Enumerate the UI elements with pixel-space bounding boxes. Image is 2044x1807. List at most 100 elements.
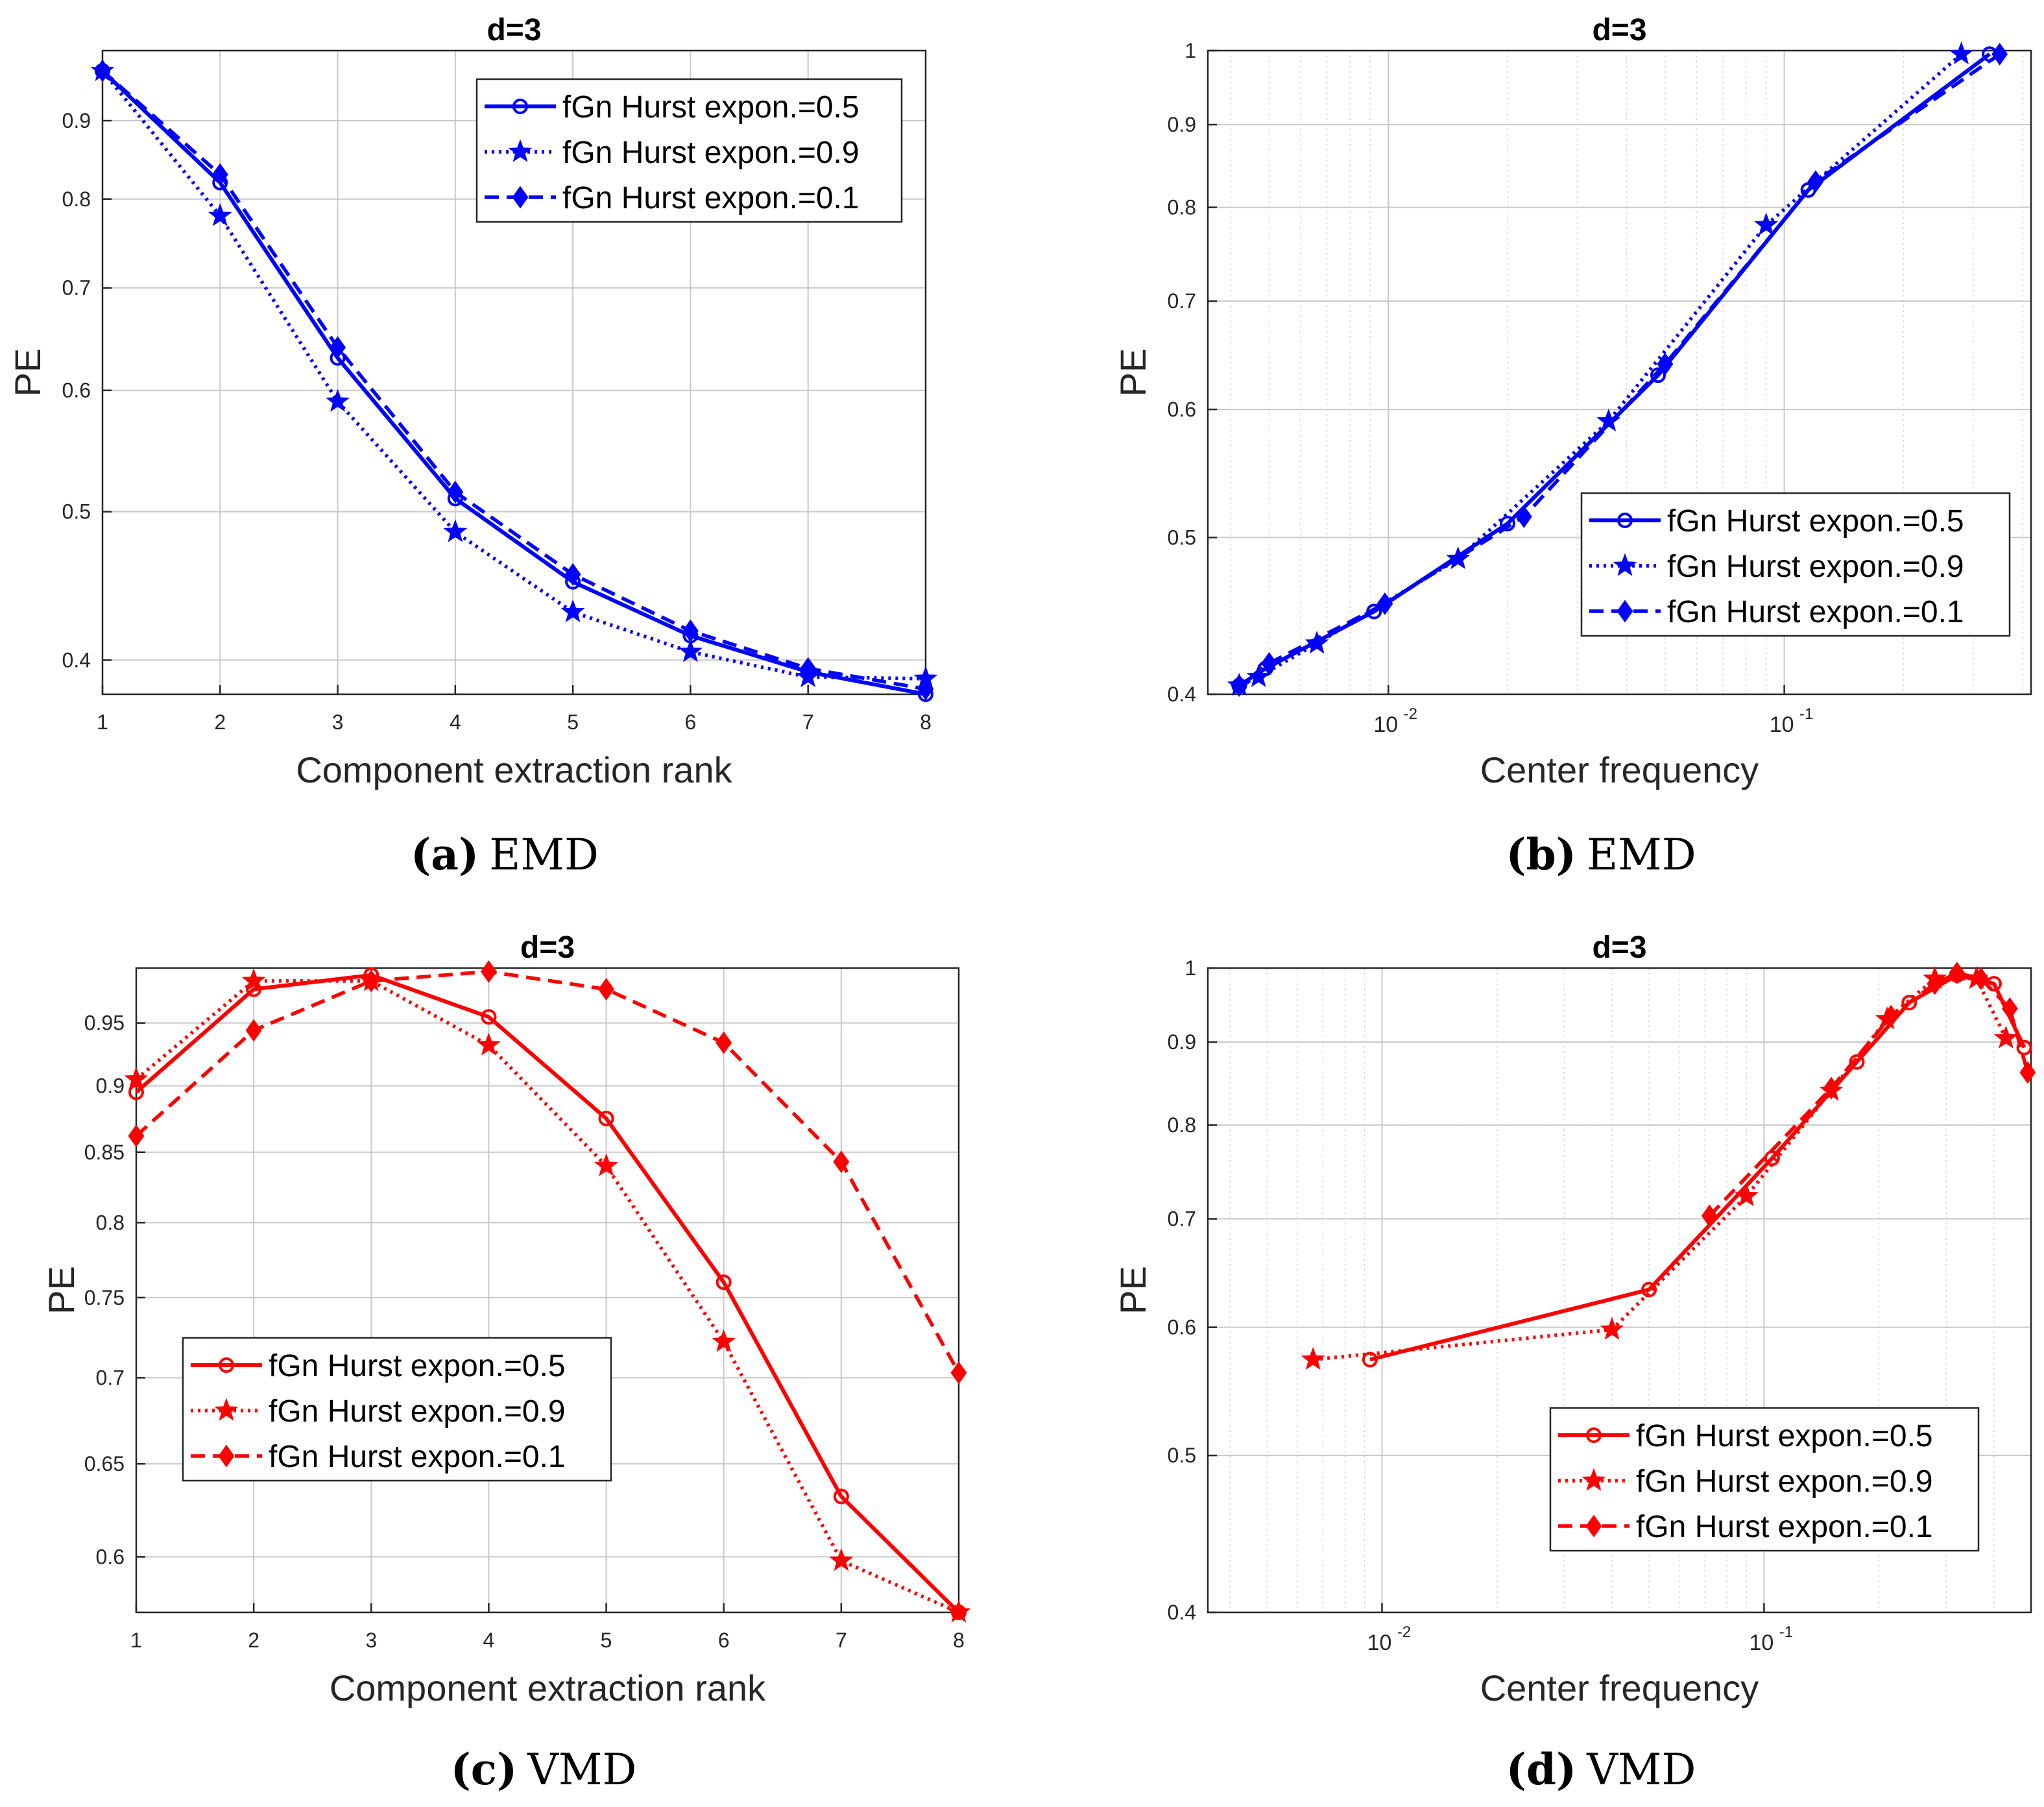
x-axis-label: Center frequency (1480, 1668, 1759, 1708)
caption-text: EMD (1587, 830, 1696, 880)
legend-label: fGn Hurst expon.=0.9 (1667, 550, 1964, 584)
legend-box (182, 1337, 612, 1482)
y-tick-label: 0.6 (1168, 1316, 1196, 1339)
data-point-diamond (1927, 972, 1943, 995)
caption-text: VMD (527, 1745, 636, 1795)
data-point-star (829, 1547, 854, 1571)
y-tick-label: 0.65 (84, 1452, 125, 1475)
chart-panel-2: 10 -2 10 -1 0.4 0.5 0.6 0.7 0.8 0.9 1 d=3 Center fre… (1112, 13, 2032, 880)
legend-label: fGn Hurst expon.=0.9 (562, 136, 860, 170)
data-point-diamond (211, 163, 228, 186)
legend-marker-diamond (1585, 1514, 1602, 1538)
y-tick-label: 0.75 (84, 1286, 125, 1309)
y-tick-label: 0.7 (1168, 289, 1196, 313)
series-3 (94, 59, 934, 701)
legend-box (475, 78, 903, 223)
legend-marker-diamond (1617, 600, 1633, 623)
chart-panel-3: 1 2 3 4 5 6 7 8 0.6 0.65 0.7 0.75 0.8 0.85 0.9 0.95 d=3 C… (41, 930, 971, 1795)
data-point-diamond (833, 1150, 850, 1174)
x-tick-label: 6 (718, 1629, 730, 1652)
data-point-star (946, 1599, 971, 1623)
legend-label: fGn Hurst expon.=0.5 (562, 90, 860, 125)
data-point-circle (1641, 1281, 1657, 1298)
y-tick-label: 0.85 (84, 1141, 125, 1164)
data-point-circle (2016, 1039, 2032, 1056)
legend-marker-star (1581, 1468, 1606, 1491)
y-tick-label: 0.8 (1168, 1113, 1196, 1137)
data-point-circle (128, 1084, 144, 1100)
series-3 (1231, 42, 2008, 697)
figure-caption: (b) EMD (1506, 829, 1696, 880)
legend-marker-star (1613, 553, 1637, 576)
chart-title: d=3 (487, 13, 541, 47)
data-point-star (1301, 1347, 1325, 1370)
x-axis-label: Component extraction rank (330, 1668, 766, 1708)
chart-panel-1: 1 2 3 4 5 6 7 8 0.4 0.5 0.6 0.7 0.8 0.9 d=3 Component e… (7, 13, 938, 880)
data-point-diamond (128, 1124, 145, 1148)
legend-marker-diamond (512, 186, 529, 209)
data-point-star (476, 1032, 501, 1056)
y-tick-label: 0.9 (62, 109, 91, 132)
y-tick-label: 0.7 (1168, 1207, 1196, 1231)
data-point-star (1734, 1183, 1759, 1207)
data-point-diamond (715, 1031, 732, 1054)
data-point-circle (1500, 515, 1516, 531)
data-point-diamond (1949, 962, 1966, 985)
data-point-diamond (94, 59, 111, 82)
data-point-diamond (1261, 651, 1277, 675)
data-point-diamond (1377, 592, 1393, 615)
x-tick-label: 4 (450, 710, 461, 734)
series-1 (128, 967, 967, 1620)
legend: fGn Hurst expon.=0.5 fGn Hurst expon.=0.9… (182, 1337, 612, 1482)
x-tick-label: 5 (567, 710, 579, 734)
legend-label: fGn Hurst expon.=0.5 (269, 1349, 566, 1383)
x-tick-exponent: -1 (1779, 1623, 1793, 1641)
x-tick-exponent: -2 (1404, 705, 1417, 723)
axes-box (1207, 49, 2032, 696)
data-point-star (712, 1329, 736, 1352)
y-tick-label: 0.5 (62, 500, 91, 524)
data-point-circle (598, 1110, 614, 1126)
data-point-diamond (2001, 997, 2018, 1020)
figure-caption: (a) EMD (411, 829, 599, 880)
data-point-star (1949, 41, 1973, 65)
legend-marker-star (508, 139, 533, 162)
y-tick-label: 0.6 (62, 379, 91, 402)
data-point-diamond (564, 563, 581, 586)
data-point-diamond (1657, 352, 1674, 376)
axes-box (135, 967, 960, 1614)
legend-marker-circle (1617, 513, 1633, 528)
y-tick-label: 0.6 (1168, 398, 1196, 421)
x-tick-label: 10 (1367, 1631, 1392, 1655)
data-point-diamond (330, 336, 346, 359)
data-point-star (124, 1067, 149, 1090)
y-tick-label: 0.4 (1168, 683, 1196, 706)
data-point-diamond (1973, 967, 1990, 990)
y-tick-label: 1 (1184, 39, 1196, 62)
x-tick-label: 1 (97, 710, 108, 734)
data-point-diamond (682, 619, 699, 642)
data-point-circle (1901, 995, 1918, 1011)
legend-box (1549, 1407, 1980, 1552)
legend: fGn Hurst expon.=0.5 fGn Hurst expon.=0.9… (475, 78, 903, 223)
chart-title: d=3 (1592, 13, 1646, 47)
x-tick-label: 10 (1373, 712, 1398, 737)
data-point-star (1993, 1025, 2018, 1049)
x-tick-label: 8 (920, 710, 932, 734)
y-tick-label: 0.95 (84, 1012, 125, 1035)
legend-label: fGn Hurst expon.=0.1 (269, 1440, 566, 1474)
caption-label: (a) (411, 829, 479, 880)
y-axis-label: PE (1112, 348, 1153, 397)
data-point-circle (1849, 1054, 1865, 1070)
data-point-star (1246, 664, 1271, 687)
data-point-diamond (2019, 1061, 2036, 1084)
data-point-diamond (447, 480, 464, 503)
legend-label: fGn Hurst expon.=0.1 (1636, 1510, 1933, 1544)
figure-caption: (d) VMD (1506, 1744, 1696, 1795)
y-tick-label: 0.8 (62, 188, 91, 211)
x-tick-exponent: -1 (1799, 705, 1813, 723)
x-tick-label: 10 (1749, 1631, 1773, 1655)
series-line (135, 973, 961, 1614)
